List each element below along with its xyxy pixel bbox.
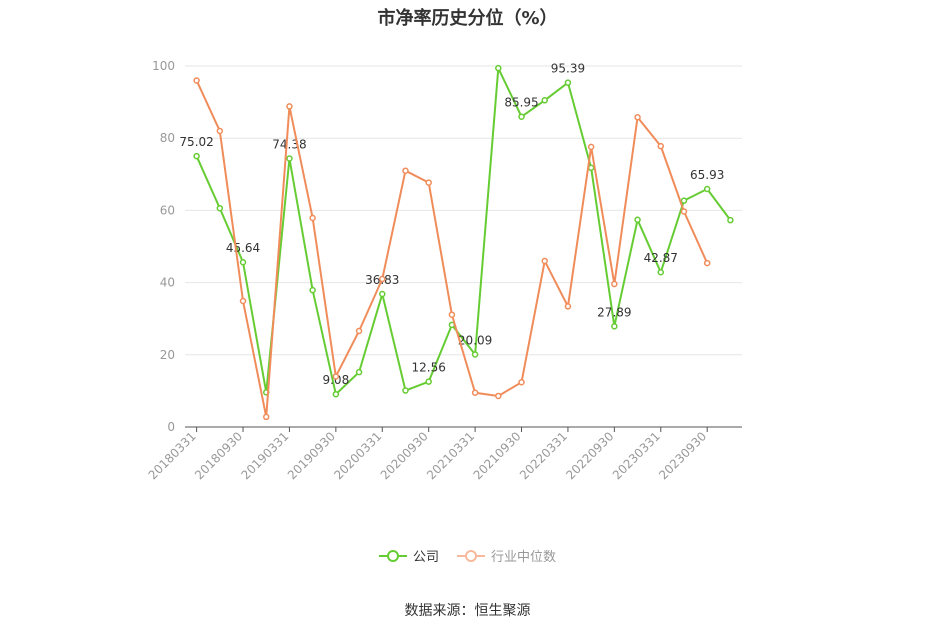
data-point-industry-median bbox=[193, 77, 200, 84]
data-point-industry-median bbox=[495, 392, 502, 400]
x-tick-label: 20200331 bbox=[331, 429, 384, 482]
data-label-company: 65.93 bbox=[690, 168, 724, 182]
y-tick-label: 40 bbox=[160, 276, 175, 290]
data-point-company bbox=[703, 185, 711, 193]
data-point-company bbox=[193, 152, 200, 160]
data-point-industry-median bbox=[239, 297, 247, 305]
chart-title: 市净率历史分位（%） bbox=[377, 8, 558, 29]
data-label-company: 9.08 bbox=[322, 373, 349, 387]
data-point-company bbox=[379, 290, 386, 298]
data-point-company bbox=[680, 197, 688, 204]
x-tick-label: 20220930 bbox=[563, 429, 616, 482]
x-tick-label: 20190930 bbox=[285, 429, 338, 482]
data-point-company bbox=[239, 258, 247, 266]
data-point-industry-median bbox=[262, 413, 270, 421]
data-point-company bbox=[541, 97, 548, 104]
data-point-industry-median bbox=[634, 114, 641, 121]
y-tick-label: 100 bbox=[152, 59, 175, 73]
data-point-company bbox=[355, 368, 363, 376]
data-point-company bbox=[216, 204, 224, 212]
data-point-company bbox=[332, 390, 340, 398]
data-point-industry-median bbox=[448, 311, 456, 318]
legend-item-company[interactable]: 公司 bbox=[378, 546, 439, 565]
data-point-industry-median bbox=[680, 208, 688, 215]
data-point-industry-median bbox=[611, 280, 618, 288]
data-point-industry-median bbox=[286, 103, 293, 110]
data-label-company: 75.02 bbox=[179, 135, 213, 149]
y-tick-label: 60 bbox=[160, 203, 175, 217]
data-label-company: 85.95 bbox=[504, 96, 538, 110]
data-label-company: 95.39 bbox=[551, 62, 585, 76]
data-point-industry-median bbox=[216, 127, 224, 135]
data-label-company: 42.87 bbox=[644, 251, 678, 265]
data-label-company: 45.64 bbox=[226, 241, 260, 255]
data-label-company: 20.09 bbox=[458, 333, 492, 347]
data-point-industry-median bbox=[564, 303, 572, 310]
x-tick-label: 20200930 bbox=[378, 429, 431, 482]
legend-swatch-industry-median bbox=[457, 549, 485, 562]
data-point-company bbox=[425, 378, 432, 385]
data-label-company: 74.38 bbox=[272, 137, 306, 151]
data-point-company bbox=[518, 113, 525, 120]
y-tick-label: 20 bbox=[160, 348, 175, 362]
y-tick-label: 0 bbox=[167, 420, 175, 434]
data-source: 数据来源：恒生聚源 bbox=[404, 603, 531, 619]
data-point-industry-median bbox=[402, 167, 409, 174]
x-tick-label: 20210331 bbox=[424, 429, 477, 482]
data-point-company bbox=[309, 286, 316, 294]
data-point-company bbox=[402, 387, 409, 394]
data-point-industry-median bbox=[309, 214, 316, 222]
x-tick-label: 20180930 bbox=[192, 429, 245, 482]
data-point-industry-median bbox=[518, 378, 525, 386]
data-point-company bbox=[471, 351, 479, 358]
data-point-company bbox=[657, 268, 665, 276]
data-label-company: 12.56 bbox=[412, 361, 446, 375]
data-point-industry-median bbox=[355, 327, 363, 335]
x-tick-label: 20180331 bbox=[146, 429, 199, 482]
series-line-company bbox=[195, 67, 732, 396]
chart-legend: 公司 行业中位数 bbox=[0, 546, 935, 565]
data-point-industry-median bbox=[332, 373, 340, 380]
data-point-industry-median bbox=[471, 389, 479, 396]
data-label-company: 27.89 bbox=[597, 305, 631, 319]
data-point-company bbox=[727, 216, 734, 224]
x-tick-label: 20230331 bbox=[610, 429, 663, 482]
data-point-industry-median bbox=[541, 257, 548, 265]
x-tick-label: 20210930 bbox=[471, 429, 524, 482]
legend-item-industry-median[interactable]: 行业中位数 bbox=[457, 546, 556, 565]
legend-label-industry-median: 行业中位数 bbox=[491, 550, 557, 565]
data-point-company bbox=[611, 323, 618, 330]
x-tick-label: 20220331 bbox=[517, 429, 570, 482]
y-tick-label: 80 bbox=[160, 131, 175, 145]
x-tick-label: 20230930 bbox=[656, 429, 709, 482]
data-point-company bbox=[587, 164, 595, 172]
data-point-industry-median bbox=[587, 143, 595, 151]
data-point-industry-median bbox=[703, 259, 711, 267]
data-point-company bbox=[634, 216, 641, 224]
data-point-industry-median bbox=[425, 179, 432, 186]
data-point-company bbox=[564, 79, 572, 86]
data-point-industry-median bbox=[657, 142, 665, 150]
data-point-industry-median bbox=[379, 275, 386, 283]
legend-label-company: 公司 bbox=[412, 550, 439, 565]
data-point-company bbox=[495, 64, 502, 72]
x-tick-label: 20190331 bbox=[238, 429, 291, 482]
data-point-company bbox=[286, 155, 293, 162]
legend-swatch-company bbox=[378, 549, 407, 562]
